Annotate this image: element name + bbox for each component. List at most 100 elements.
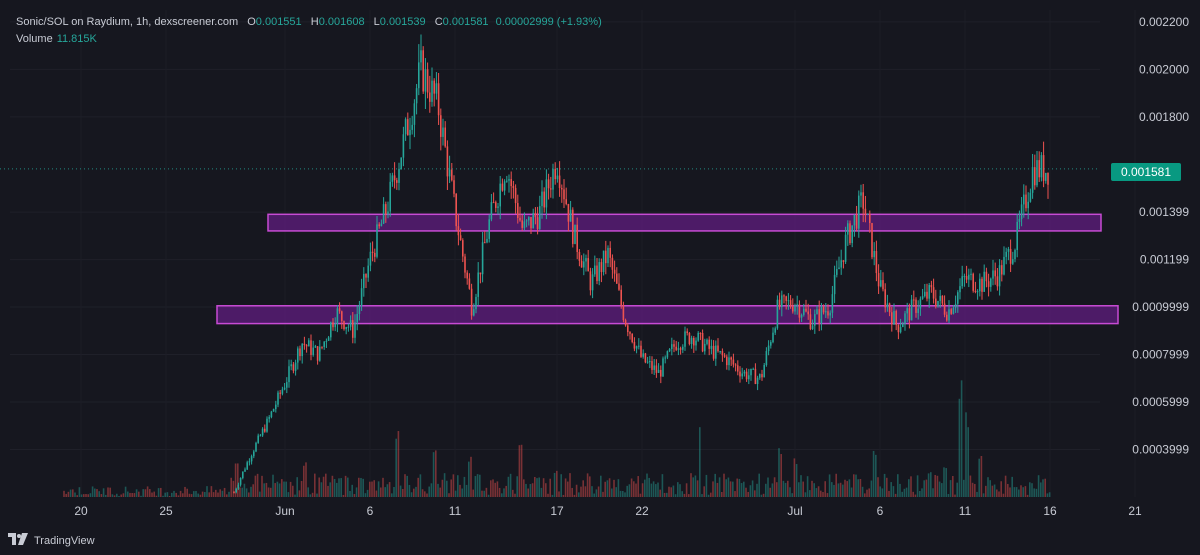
volume-bar xyxy=(806,476,809,497)
volume-bar xyxy=(811,480,813,497)
volume-bar xyxy=(980,455,983,497)
volume-bar xyxy=(448,493,450,497)
volume-bar xyxy=(615,487,617,497)
x-tick-label: 11 xyxy=(959,504,972,518)
candle-body xyxy=(580,260,583,268)
volume-bar xyxy=(226,494,228,497)
volume-bar xyxy=(296,477,298,497)
y-tick-label: 0.0003999 xyxy=(1132,443,1189,457)
candle-body xyxy=(319,346,321,361)
volume-bar xyxy=(562,494,565,497)
volume-bar xyxy=(802,481,804,497)
candle-body xyxy=(360,288,363,306)
y-axis[interactable]: 0.002200 0.002000 0.001800 0.001399 0.001199… xyxy=(1132,15,1189,457)
volume-bar xyxy=(672,485,675,497)
volume-bar xyxy=(784,482,787,497)
candle-body xyxy=(649,361,651,363)
candle-body xyxy=(275,404,277,410)
volume-bar xyxy=(527,488,529,497)
candle-body xyxy=(787,300,790,302)
volume-bar xyxy=(998,491,1000,497)
volume-bar xyxy=(245,488,248,497)
volume-bar xyxy=(523,479,525,497)
volume-bar xyxy=(633,481,635,497)
volume-bar xyxy=(857,479,859,497)
candle-body xyxy=(433,80,435,94)
candle-body xyxy=(1007,248,1010,252)
volume-bar xyxy=(263,483,265,497)
volume-bar xyxy=(569,473,571,497)
candle-body xyxy=(754,368,757,384)
candle-body xyxy=(523,221,526,228)
volume-bar xyxy=(333,479,336,497)
candle-body xyxy=(1027,201,1029,209)
candle-body xyxy=(706,339,708,344)
volume-bar xyxy=(650,483,653,497)
volume-bar xyxy=(250,486,252,497)
volume-bar xyxy=(347,477,349,497)
candle-body xyxy=(323,341,325,348)
volume-bar xyxy=(976,491,978,497)
candle-body xyxy=(257,435,259,443)
volume-bar xyxy=(441,479,444,497)
candle-body xyxy=(402,134,405,158)
volume-bar xyxy=(259,491,261,497)
candle-body xyxy=(479,272,482,275)
candle-body xyxy=(464,256,466,273)
candle-body xyxy=(283,387,286,390)
volume-bar xyxy=(149,489,151,497)
volume-bar xyxy=(1002,493,1005,497)
volume-bar xyxy=(927,473,930,497)
volume-bar xyxy=(514,493,516,497)
candle-body xyxy=(849,223,851,244)
volume-bar xyxy=(740,483,743,497)
volume-bar xyxy=(349,490,351,497)
volume-bar xyxy=(732,481,734,497)
candle-body xyxy=(481,242,484,275)
volume-bar xyxy=(558,491,560,497)
price-zone-rect[interactable] xyxy=(216,305,1119,325)
volume-bar xyxy=(417,477,419,497)
volume-bar xyxy=(67,491,70,497)
volume-bar xyxy=(652,481,655,497)
volume-bar xyxy=(575,484,578,497)
candle-body xyxy=(723,355,726,357)
support-resistance-zones[interactable] xyxy=(216,213,1119,325)
volume-bar xyxy=(254,475,257,497)
ohlc-row: Sonic/SOL on Raydium, 1h, dexscreener.co… xyxy=(16,14,602,31)
volume-bar xyxy=(351,484,353,497)
tradingview-branding[interactable]: TradingView xyxy=(8,533,95,548)
volume-bar xyxy=(595,489,598,497)
x-axis[interactable]: 20 25 Jun 6 11 17 22 Jul 6 11 16 21 xyxy=(74,504,1142,518)
volume-bar xyxy=(771,483,774,497)
candle-body xyxy=(389,181,391,212)
candle-body xyxy=(314,346,317,348)
candle-body xyxy=(239,478,242,485)
candle-body xyxy=(1005,251,1007,257)
price-zone-rect[interactable] xyxy=(267,213,1102,232)
volume-bar xyxy=(507,476,510,497)
candle-body xyxy=(873,250,875,258)
volume-bar xyxy=(529,484,532,497)
volume-bar xyxy=(600,475,602,497)
candle-body xyxy=(745,371,748,380)
candle-body xyxy=(371,251,374,253)
candle-body xyxy=(664,357,666,359)
volume-bar xyxy=(212,492,215,497)
volume-bar xyxy=(754,490,756,497)
volume-bar xyxy=(494,482,496,497)
volume-bar xyxy=(318,477,320,497)
candle-body xyxy=(686,331,688,333)
y-tick-label: 0.002200 xyxy=(1139,15,1189,29)
volume-bar xyxy=(87,494,89,497)
y-tick-label: 0.0005999 xyxy=(1132,395,1189,409)
volume-bar xyxy=(501,493,503,497)
candle-body xyxy=(316,346,319,361)
volume-bar xyxy=(947,493,950,497)
volume-bar xyxy=(611,488,613,497)
candle-body xyxy=(462,240,464,257)
volume-bar xyxy=(545,483,547,497)
candle-body xyxy=(616,273,618,284)
